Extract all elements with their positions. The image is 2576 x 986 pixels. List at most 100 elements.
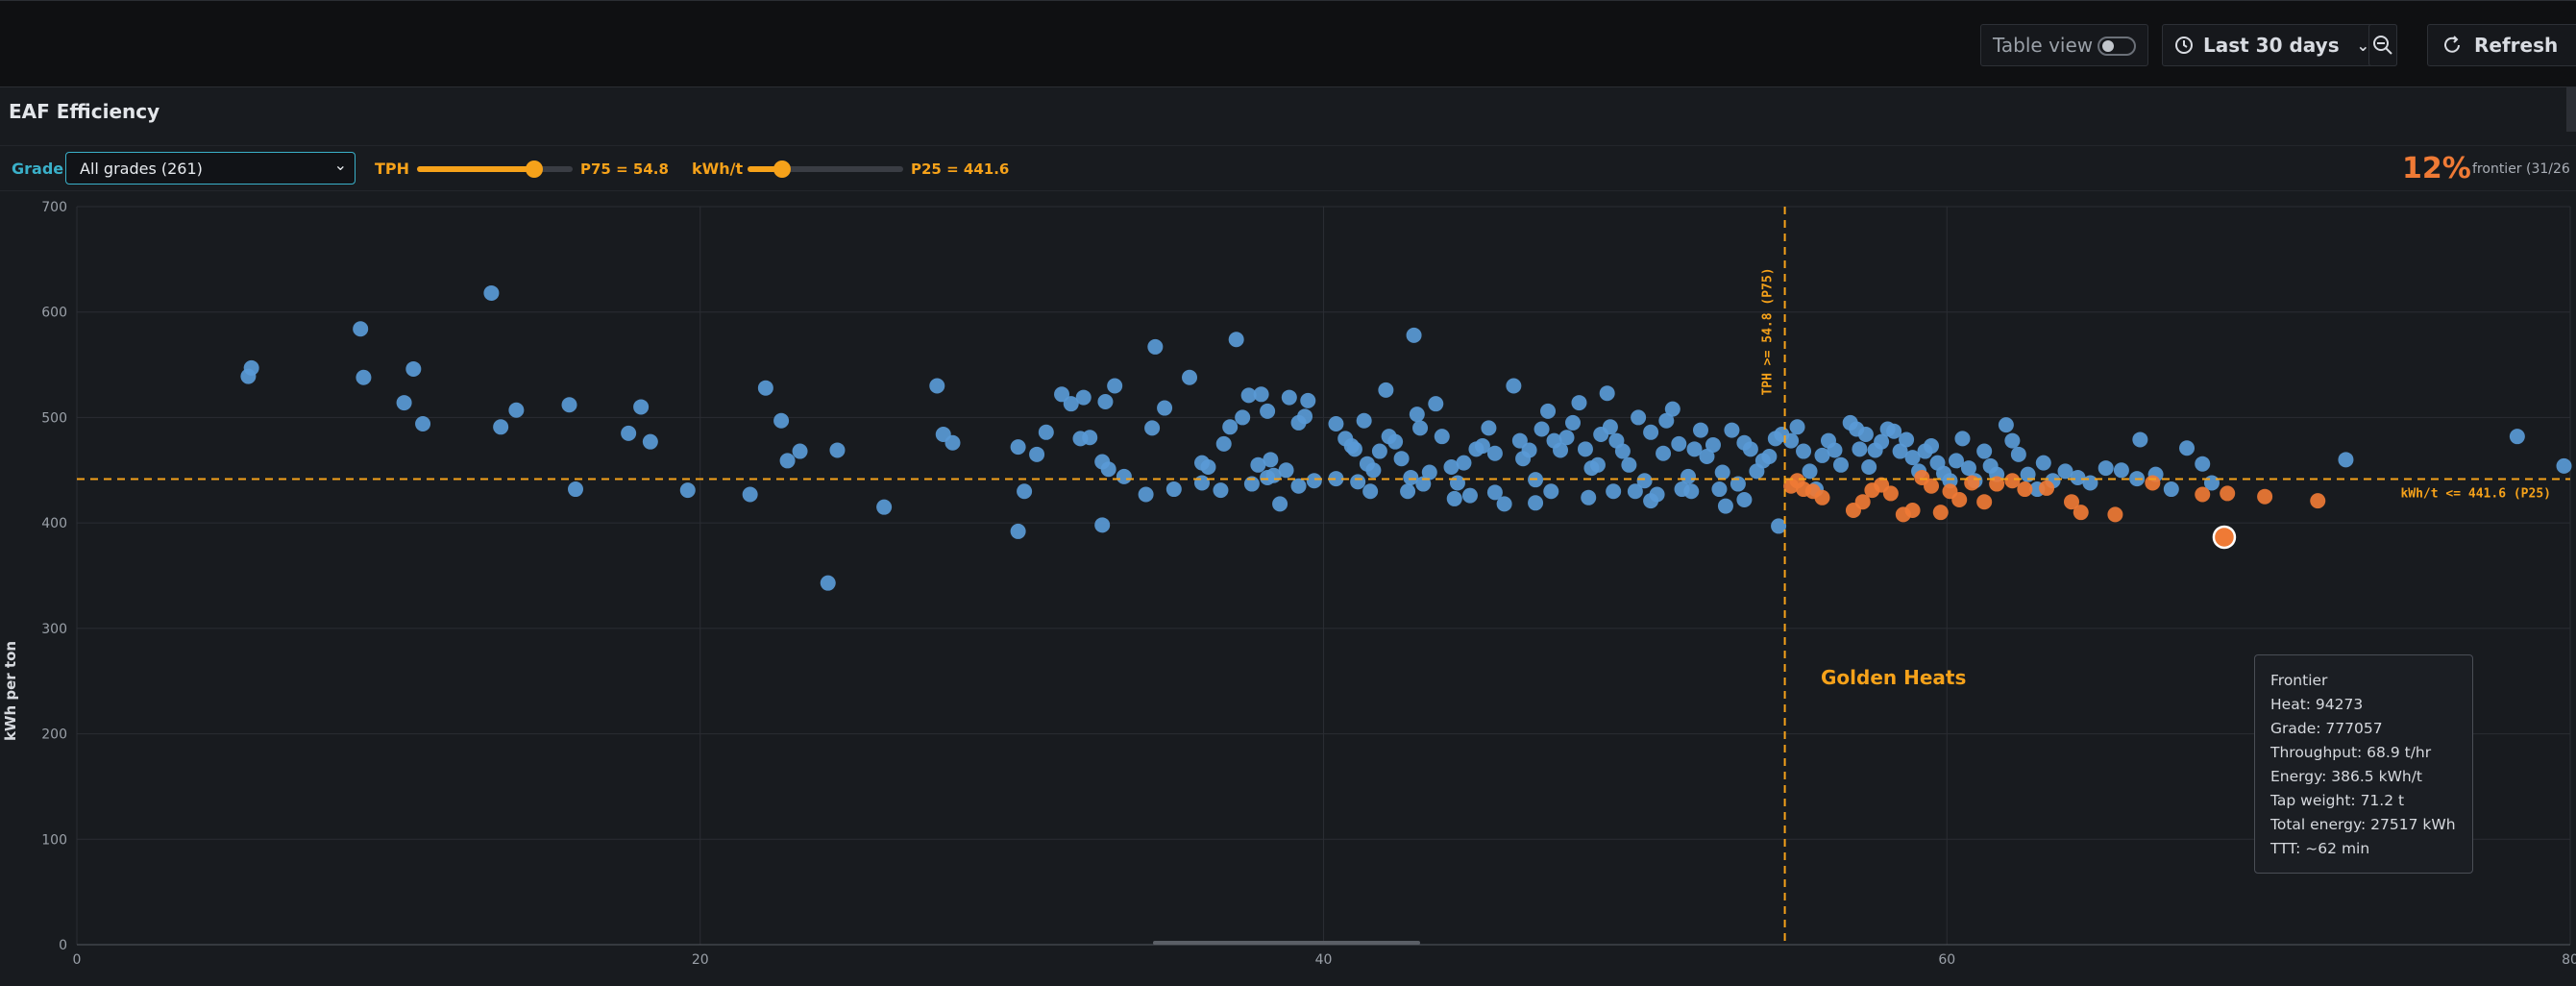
table-view-toggle[interactable]: Table view	[1980, 24, 2148, 66]
data-points	[240, 284, 2572, 591]
tooltip-line: Heat: 94273	[2270, 696, 2364, 713]
highlighted-point[interactable]	[2212, 525, 2237, 550]
frontier-point	[2145, 475, 2161, 491]
data-point	[1356, 412, 1372, 429]
data-point	[2132, 431, 2148, 448]
data-point	[1038, 424, 1054, 440]
data-point	[1387, 433, 1404, 450]
data-point	[1243, 476, 1260, 492]
data-point	[1589, 456, 1606, 473]
data-point	[1097, 393, 1114, 409]
data-point	[1144, 420, 1161, 436]
data-point	[1631, 409, 1647, 426]
data-point	[1976, 443, 1993, 459]
frontier-point	[2220, 485, 2236, 502]
zoom-out-button[interactable]	[2368, 24, 2397, 66]
data-point	[1852, 441, 1868, 457]
data-point	[1496, 496, 1512, 512]
data-point	[2163, 481, 2179, 498]
data-point	[1306, 473, 1322, 489]
data-point	[1581, 489, 1597, 505]
kwh-slider-handle[interactable]	[773, 160, 791, 178]
data-point	[1075, 389, 1092, 406]
data-point	[1571, 395, 1587, 411]
refresh-button[interactable]: Refresh	[2427, 24, 2576, 66]
frontier-point	[1924, 478, 1940, 494]
data-point	[1486, 445, 1503, 461]
data-point	[1200, 458, 1216, 475]
y-tick-label: 0	[59, 938, 67, 953]
data-point	[1656, 445, 1672, 461]
data-point	[757, 380, 773, 396]
horizontal-scrollbar[interactable]	[1153, 941, 1420, 945]
data-point	[929, 378, 945, 394]
zoom-out-icon	[2373, 36, 2392, 55]
data-point	[1960, 460, 1976, 477]
data-point	[1874, 433, 1890, 450]
frontier-point	[2004, 473, 2021, 489]
data-point	[1182, 369, 1198, 385]
x-tick-label: 80	[2562, 952, 2576, 968]
data-point	[1761, 449, 1778, 465]
frontier-point	[2073, 505, 2089, 521]
frontier-point	[1976, 494, 1993, 510]
data-point	[1456, 455, 1472, 471]
grade-select[interactable]: All grades (261) ⌄	[65, 152, 356, 185]
data-point	[1481, 420, 1497, 436]
data-point	[1409, 407, 1425, 423]
panel-scrollbar[interactable]	[2566, 87, 2576, 132]
tph-label: TPH	[375, 160, 410, 178]
frontier-point	[1882, 485, 1899, 502]
clock-icon	[2175, 37, 2193, 54]
data-point	[1736, 492, 1753, 508]
data-point	[1658, 412, 1675, 429]
time-range-picker[interactable]: Last 30 days ⌄	[2162, 24, 2397, 66]
data-point	[1029, 446, 1045, 462]
data-point	[1636, 473, 1653, 489]
refresh-icon	[2444, 36, 2460, 53]
data-point	[1558, 430, 1575, 446]
data-point	[1263, 452, 1279, 468]
data-point	[633, 399, 650, 415]
frontier-point	[1904, 502, 1921, 518]
frontier-tooltip: Frontier Heat: 94273 Grade: 777057 Throu…	[2254, 654, 2473, 874]
frontier-percentage: 12%	[2402, 152, 2471, 185]
data-point	[1400, 483, 1416, 500]
data-point	[1643, 424, 1659, 440]
data-point	[1699, 449, 1715, 465]
frontier-point	[2257, 488, 2273, 505]
data-point	[679, 482, 696, 499]
data-point	[773, 412, 790, 429]
data-point	[1948, 453, 1964, 469]
data-point	[829, 442, 846, 458]
data-point	[1434, 429, 1450, 445]
data-point	[1446, 490, 1462, 506]
data-point	[1281, 389, 1297, 406]
golden-heats-label: Golden Heats	[1821, 666, 1966, 689]
data-point	[1222, 419, 1239, 435]
data-point	[1443, 458, 1460, 475]
data-point	[1346, 441, 1362, 457]
tph-percentile: P75 = 54.8	[580, 160, 669, 178]
data-point	[1253, 386, 1269, 403]
data-point	[2010, 446, 2026, 462]
data-point	[1692, 422, 1708, 438]
data-point	[1577, 441, 1593, 457]
data-point	[356, 369, 372, 385]
kwh-slider[interactable]	[748, 160, 903, 178]
frontier-point	[2017, 481, 2033, 498]
chevron-down-icon: ⌄	[333, 156, 347, 174]
data-point	[568, 481, 583, 498]
toggle-switch-icon[interactable]	[2098, 37, 2136, 56]
data-point	[1116, 468, 1132, 484]
tph-slider-handle[interactable]	[525, 160, 543, 178]
y-tick-label: 500	[41, 410, 67, 426]
y-tick-label: 100	[41, 832, 67, 848]
frontier-point	[2107, 506, 2123, 523]
grade-select-value: All grades (261)	[80, 160, 203, 178]
data-point	[1054, 386, 1070, 403]
tph-slider[interactable]	[417, 160, 573, 178]
data-point	[353, 321, 369, 337]
data-point	[1193, 475, 1210, 491]
data-point	[1714, 464, 1730, 481]
